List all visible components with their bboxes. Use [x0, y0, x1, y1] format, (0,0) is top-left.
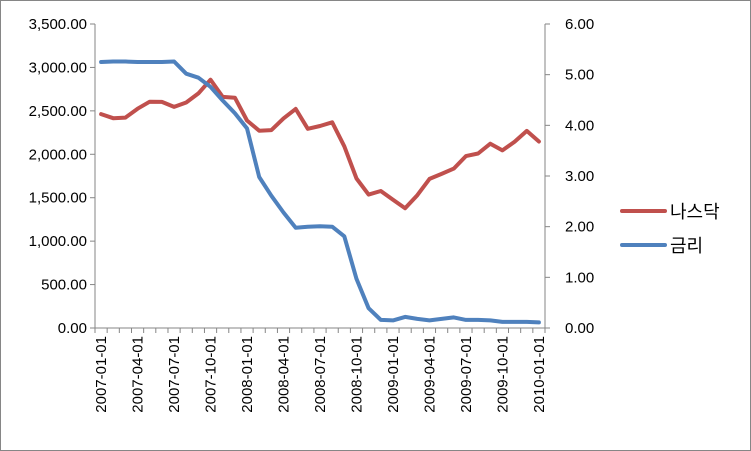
left-tick-label: 3,500.00	[29, 16, 87, 33]
series-line-1	[99, 59, 541, 325]
right-tick-label: 3.00	[565, 168, 594, 185]
right-tick-label: 6.00	[565, 16, 594, 33]
legend-label: 금리	[670, 236, 703, 257]
x-tick-label: 2009-01-01	[385, 336, 402, 413]
right-tick-label: 5.00	[565, 67, 594, 84]
left-tick-label: 1,000.00	[29, 233, 87, 250]
x-tick-label: 2008-07-01	[312, 336, 329, 413]
x-tick-label: 2008-01-01	[239, 336, 256, 413]
legend-label: 나스닥	[670, 202, 720, 223]
left-y-axis: 0.00 500.00 1,000.00 1,500.00 2,000.00 2,500.…	[29, 16, 96, 337]
left-tick-label: 2,500.00	[29, 103, 87, 120]
right-y-axis: 0.00 1.00 2.00 3.00 4.00 5.00 6.00	[544, 16, 594, 337]
right-tick-label: 0.00	[565, 320, 594, 337]
series-layer	[99, 59, 541, 325]
x-tick-label: 2010-01-01	[531, 336, 548, 413]
x-tick-label: 2007-10-01	[203, 336, 220, 413]
x-tick-label: 2009-07-01	[458, 336, 475, 413]
left-tick-label: 1,500.00	[29, 190, 87, 207]
left-tick-label: 500.00	[41, 277, 87, 294]
x-tick-label: 2007-01-01	[93, 336, 110, 413]
right-tick-label: 1.00	[565, 269, 594, 286]
left-tick-label: 0.00	[58, 320, 87, 337]
x-tick-label: 2009-10-01	[494, 336, 511, 413]
series-line-0	[99, 77, 541, 211]
right-tick-label: 2.00	[565, 219, 594, 236]
right-tick-label: 4.00	[565, 117, 594, 134]
left-tick-label: 2,000.00	[29, 146, 87, 163]
x-tick-label: 2008-10-01	[348, 336, 365, 413]
x-axis: 2007-01-01 2007-04-01 2007-07-01 2007-10-01…	[93, 327, 548, 413]
x-tick-label: 2007-04-01	[130, 336, 147, 413]
x-tick-label: 2007-07-01	[166, 336, 183, 413]
left-tick-label: 3,000.00	[29, 59, 87, 76]
x-tick-label: 2009-04-01	[421, 336, 438, 413]
x-tick-label: 2008-04-01	[276, 336, 293, 413]
